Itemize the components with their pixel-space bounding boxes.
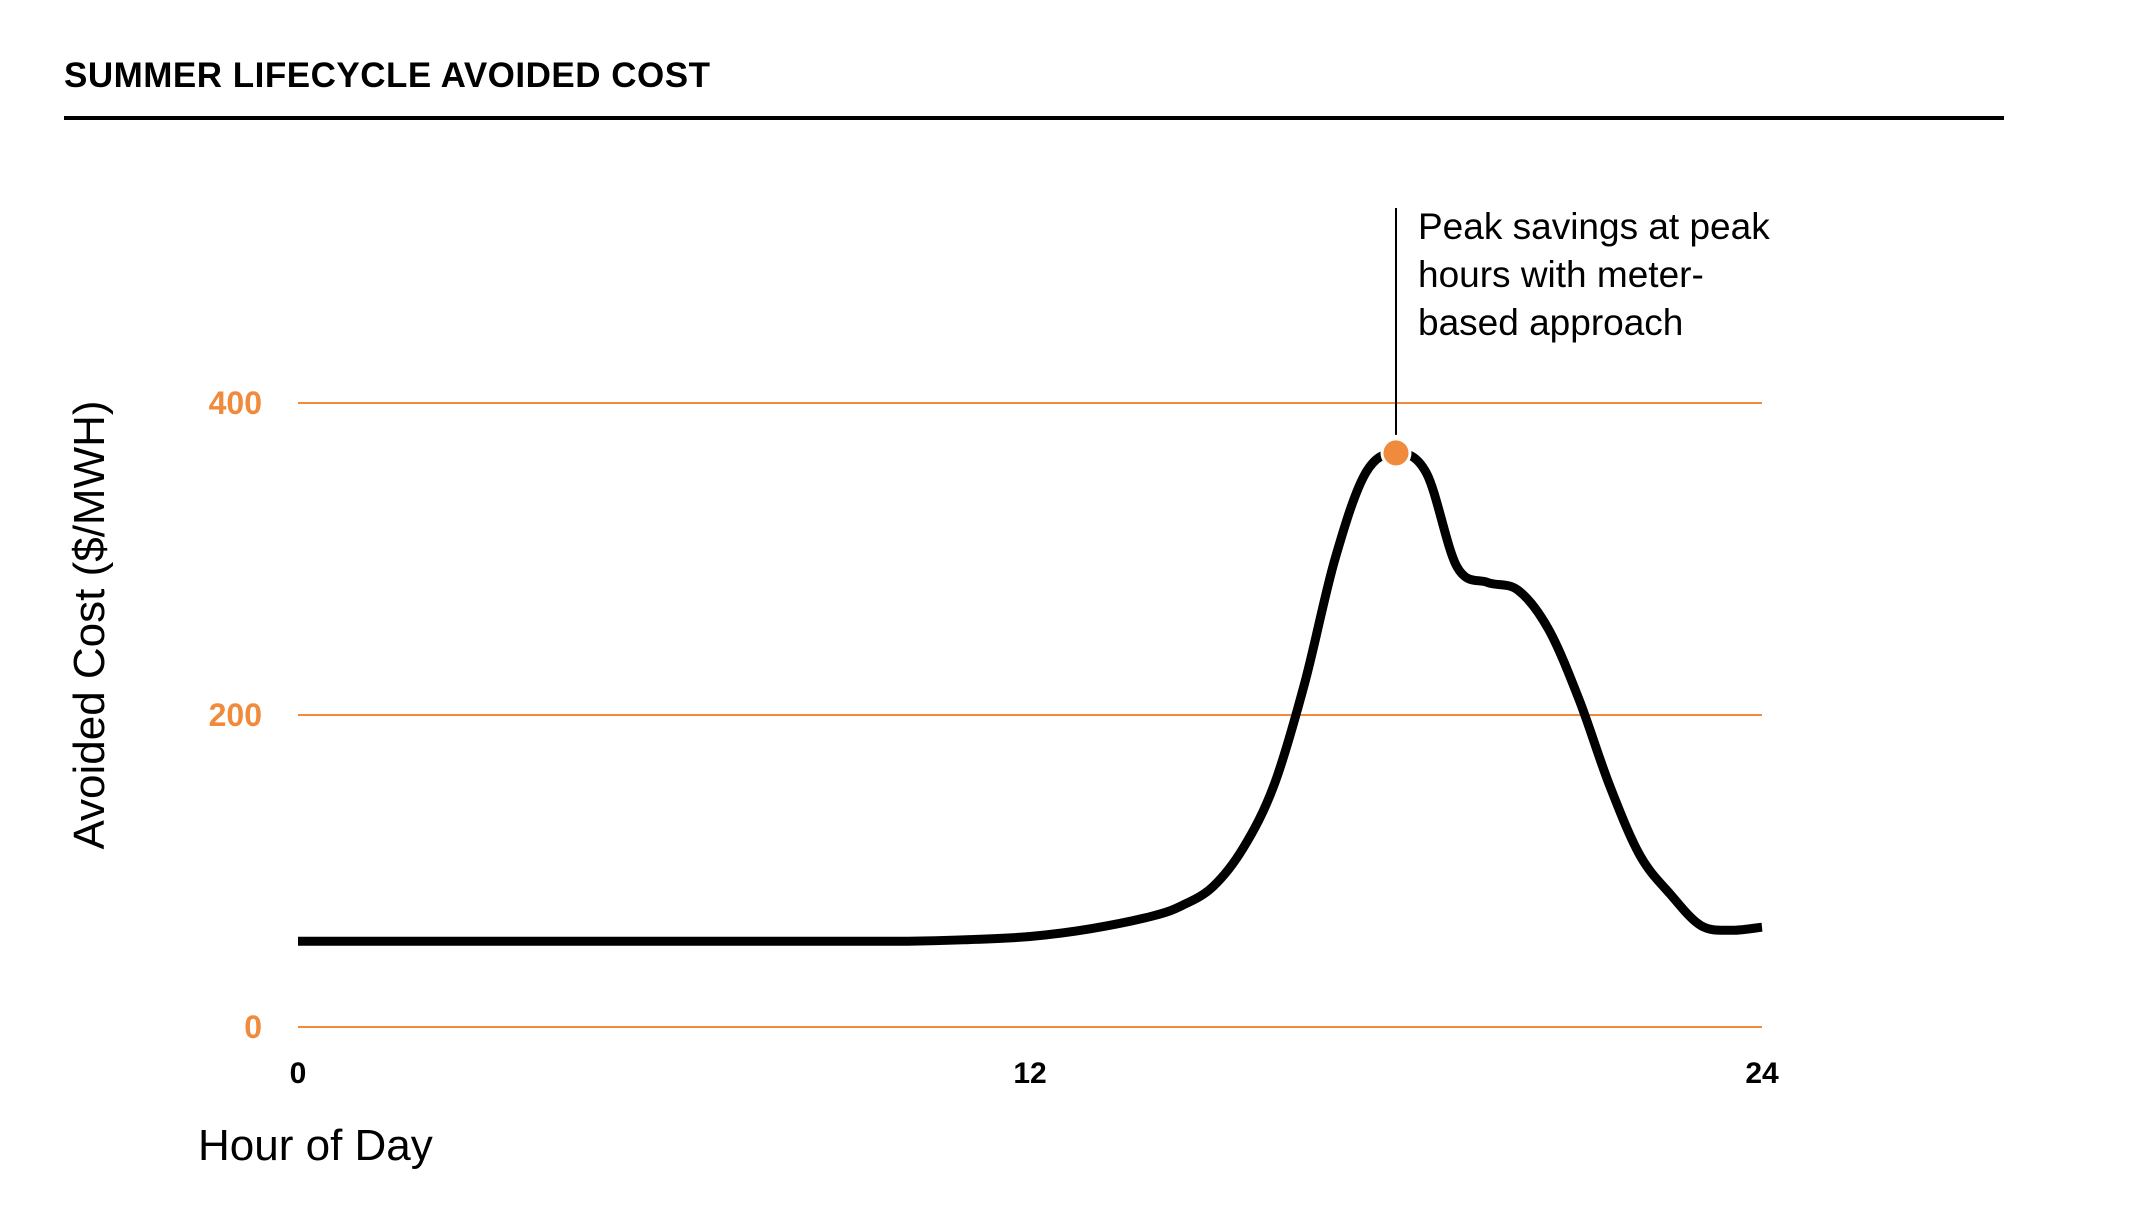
grid-lines: [298, 402, 1762, 1028]
x-axis-ticks: 0 12 24: [290, 1057, 1779, 1090]
y-axis-ticks: 0 200 400: [209, 385, 262, 1045]
y-tick-label-0: 0: [244, 1009, 262, 1045]
x-tick-label-24: 24: [1745, 1057, 1779, 1090]
y-axis-label: Avoided Cost ($/MWH): [65, 400, 114, 849]
x-tick-label-12: 12: [1013, 1057, 1046, 1090]
series-layer: [298, 448, 1763, 946]
annotation-text-line-1: Peak savings at peak: [1418, 206, 1770, 247]
title-divider: [64, 116, 2004, 120]
chart-title: SUMMER LIFECYCLE AVOIDED COST: [64, 56, 711, 95]
annotation-layer: Peak savings at peak hours with meter-bas…: [1380, 206, 1770, 469]
y-tick-label-200: 200: [209, 697, 262, 733]
annotation-text-line-3: based approach: [1418, 302, 1683, 343]
series-line: [298, 448, 1763, 946]
annotation-text-line-2: hours with meter-: [1418, 254, 1704, 295]
x-tick-label-0: 0: [290, 1057, 307, 1090]
x-axis-label: Hour of Day: [198, 1121, 433, 1170]
peak-marker: [1380, 437, 1412, 469]
y-tick-label-400: 400: [209, 385, 262, 421]
